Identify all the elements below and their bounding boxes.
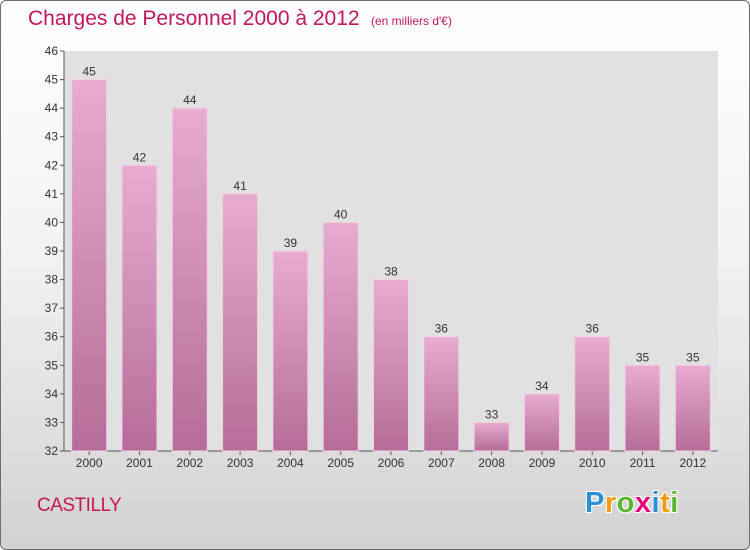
bar bbox=[171, 107, 208, 452]
x-tick-label: 2007 bbox=[428, 456, 455, 470]
bar bbox=[574, 336, 611, 452]
y-tick-label: 44 bbox=[45, 101, 59, 115]
y-tick-label: 32 bbox=[45, 444, 59, 458]
y-tick-label: 35 bbox=[45, 358, 59, 372]
data-label: 34 bbox=[535, 379, 549, 393]
bar bbox=[523, 393, 560, 452]
logo-letter: t bbox=[660, 487, 671, 519]
chart-subtitle: (en milliers d'€) bbox=[371, 14, 452, 28]
y-tick-label: 34 bbox=[45, 387, 59, 401]
data-label: 39 bbox=[284, 236, 298, 250]
data-label: 35 bbox=[686, 350, 700, 364]
data-label: 38 bbox=[384, 265, 398, 279]
bar bbox=[121, 164, 158, 452]
x-tick-label: 2008 bbox=[478, 456, 505, 470]
x-tick-label: 2010 bbox=[579, 456, 606, 470]
proxiti-logo: Proxiti bbox=[585, 487, 679, 520]
logo-letter: r bbox=[604, 487, 617, 519]
data-label: 35 bbox=[636, 350, 650, 364]
data-label: 45 bbox=[82, 65, 96, 79]
bar bbox=[222, 193, 259, 452]
bar bbox=[423, 336, 460, 452]
y-tick-label: 36 bbox=[45, 330, 59, 344]
x-tick-label: 2000 bbox=[76, 456, 103, 470]
x-tick-label: 2002 bbox=[176, 456, 203, 470]
bar bbox=[674, 364, 711, 452]
data-label: 41 bbox=[233, 179, 247, 193]
x-tick-label: 2004 bbox=[277, 456, 304, 470]
data-label: 33 bbox=[485, 407, 499, 421]
bar bbox=[272, 250, 309, 452]
data-label: 36 bbox=[586, 322, 600, 336]
x-tick-label: 2012 bbox=[679, 456, 706, 470]
bar bbox=[624, 364, 661, 452]
bar bbox=[71, 79, 108, 452]
logo-letter: i bbox=[651, 487, 661, 519]
x-tick-label: 2011 bbox=[630, 456, 656, 470]
logo-letter: i bbox=[670, 487, 679, 519]
y-tick-label: 38 bbox=[45, 273, 59, 287]
x-tick-label: 2003 bbox=[227, 456, 254, 470]
chart-title: Charges de Personnel 2000 à 2012 bbox=[28, 7, 360, 30]
logo-letter: o bbox=[616, 487, 635, 519]
data-label: 44 bbox=[183, 93, 197, 107]
y-tick-label: 45 bbox=[45, 73, 59, 87]
data-label: 40 bbox=[334, 207, 348, 221]
y-tick-label: 33 bbox=[45, 415, 59, 429]
y-tick-label: 39 bbox=[45, 244, 59, 258]
data-label: 42 bbox=[133, 150, 147, 164]
bar bbox=[322, 221, 359, 452]
commune-name: CASTILLY bbox=[37, 495, 122, 516]
x-tick-label: 2005 bbox=[327, 456, 354, 470]
y-tick-label: 43 bbox=[45, 130, 59, 144]
x-tick-label: 2001 bbox=[126, 456, 153, 470]
x-tick-label: 2006 bbox=[378, 456, 405, 470]
logo-letter: P bbox=[585, 487, 605, 519]
logo-letter: x bbox=[634, 487, 652, 519]
data-label: 36 bbox=[435, 322, 449, 336]
bar bbox=[473, 421, 510, 452]
y-tick-label: 41 bbox=[45, 187, 59, 201]
y-tick-label: 46 bbox=[45, 44, 59, 58]
bar bbox=[373, 279, 409, 452]
x-tick-label: 2009 bbox=[529, 456, 556, 470]
y-tick-label: 42 bbox=[45, 158, 59, 172]
y-tick-label: 37 bbox=[45, 301, 59, 315]
y-tick-label: 40 bbox=[45, 215, 59, 229]
